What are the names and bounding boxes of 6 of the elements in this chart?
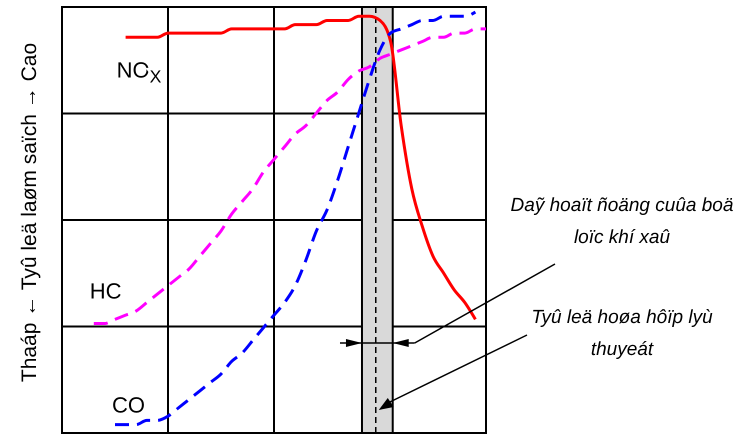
y-axis-title: Thaáp ← Tyû leä laøm saïch → Cao <box>18 42 41 382</box>
text: Daỹ hoaït ñoäng cuûa boä loïc khí xaû <box>510 194 734 250</box>
series-label: NO$_{X}$ <box>116 57 162 86</box>
series-label: CO <box>112 392 145 418</box>
text: Tyû leä hoøa hôïp lyù thuyeát <box>530 306 714 362</box>
series-label: HC <box>90 278 122 304</box>
